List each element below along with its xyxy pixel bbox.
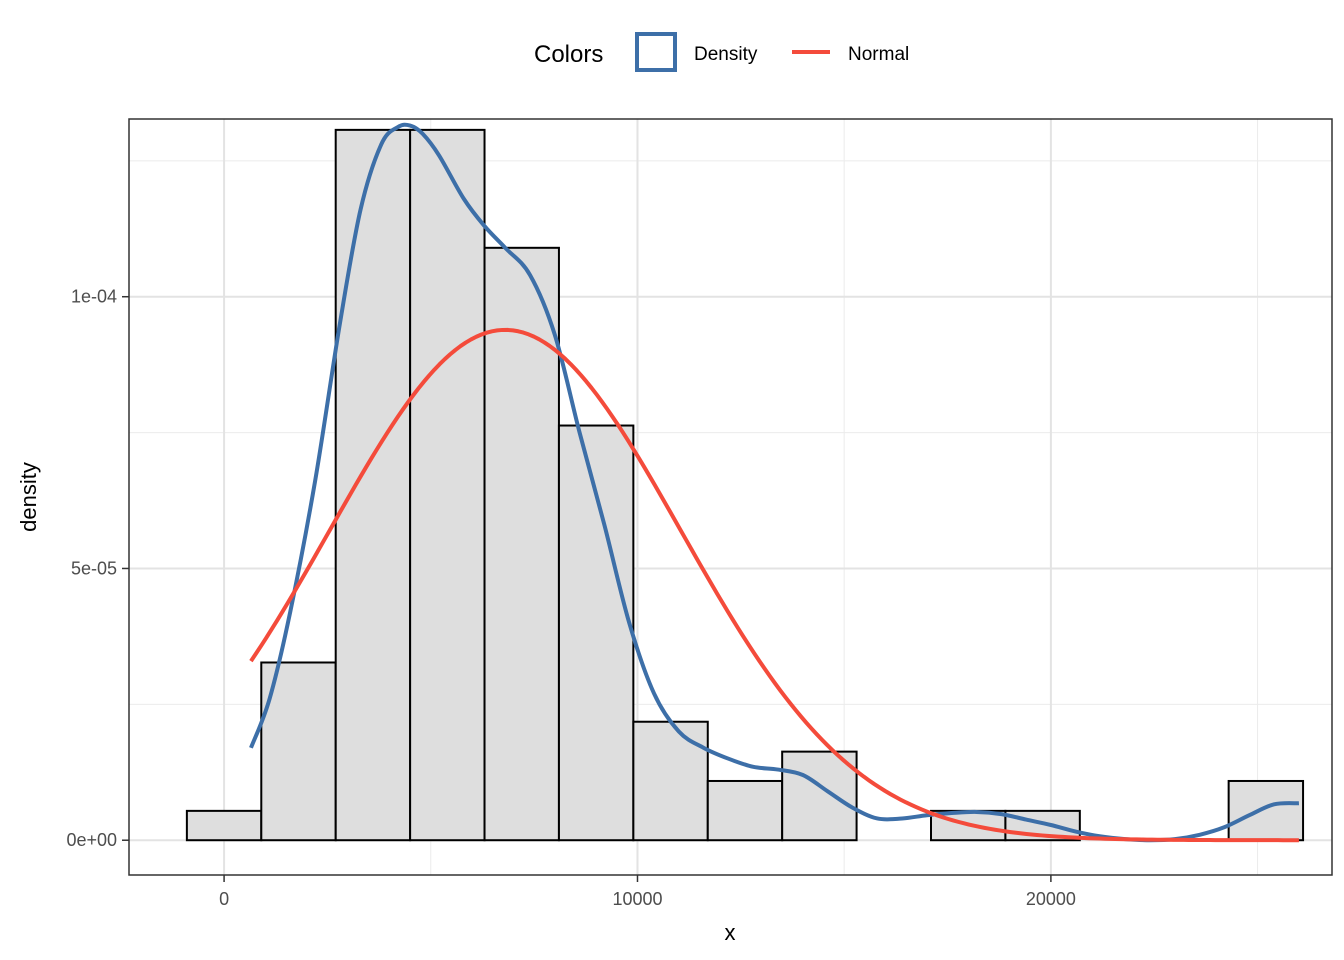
legend-key-density — [635, 32, 677, 72]
x-tick-label: 0 — [219, 889, 229, 909]
y-tick-label: 5e-05 — [71, 558, 117, 578]
legend-label-density: Density — [694, 44, 758, 65]
normal-curve — [249, 327, 1299, 843]
y-axis-title: density — [16, 462, 41, 532]
y-tick-label: 0e+00 — [66, 830, 117, 850]
y-tick-labels: 0e+00 5e-05 1e-04 — [66, 287, 117, 850]
x-axis-title: x — [725, 920, 736, 945]
y-tick-label: 1e-04 — [71, 287, 117, 307]
histogram-bar — [185, 809, 263, 842]
x-tick-label: 20000 — [1026, 889, 1076, 909]
axis-ticks — [122, 295, 1052, 882]
histogram-bar — [409, 128, 486, 842]
legend: Colors Density Normal — [534, 32, 909, 72]
histogram-bar — [632, 720, 709, 842]
histogram-bar — [781, 750, 858, 842]
histogram-bar — [483, 246, 560, 842]
histogram-bar — [334, 128, 412, 842]
density-curve — [249, 122, 1300, 843]
histogram-bar — [706, 779, 784, 842]
x-tick-labels: 0 10000 20000 — [219, 889, 1076, 909]
x-tick-label: 10000 — [612, 889, 662, 909]
legend-title: Colors — [534, 41, 603, 68]
legend-label-normal: Normal — [848, 44, 909, 65]
panel-border — [128, 118, 1333, 876]
histogram-bar — [1227, 779, 1305, 842]
